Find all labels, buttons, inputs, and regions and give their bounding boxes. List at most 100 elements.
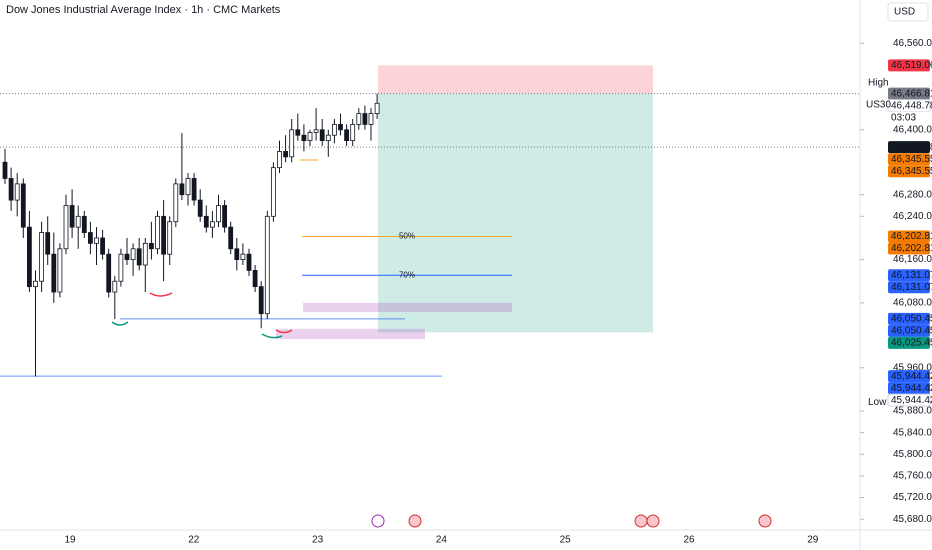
candle-body — [148, 242, 154, 250]
currency-button[interactable] — [887, 2, 929, 22]
price-tag-label: 46,448.78 — [891, 100, 932, 111]
price-tag — [888, 153, 930, 166]
candle-body — [331, 123, 337, 136]
candle-body — [57, 248, 63, 293]
candle-body — [301, 134, 307, 142]
candle-body — [203, 215, 209, 228]
event-icon[interactable] — [646, 514, 660, 528]
candle-body — [264, 215, 270, 315]
price-tag-label: 46,131.07 — [891, 282, 932, 293]
candle-body — [283, 151, 289, 158]
price-tag — [888, 230, 930, 243]
candle-body — [325, 134, 331, 142]
candle-body — [368, 113, 374, 125]
candle-body — [240, 253, 246, 260]
candle-body — [216, 205, 221, 223]
y-tick-label: 46,560.00 — [893, 38, 932, 49]
high-label: High — [868, 77, 889, 88]
fib-label: 50% — [399, 232, 415, 241]
candle-body — [167, 221, 173, 255]
y-tick-label: 45,840.00 — [893, 427, 932, 438]
price-tag-label: 46,519.06 — [891, 60, 932, 71]
price-tag — [888, 324, 930, 337]
x-tick-label: 29 — [807, 535, 819, 546]
candle-body — [33, 280, 38, 288]
candle-body — [228, 226, 234, 250]
candle-body — [289, 129, 295, 158]
event-icons — [371, 514, 772, 528]
chart-title: Dow Jones Industrial Average Index · 1h … — [6, 4, 281, 16]
candle-body — [100, 237, 105, 255]
price-tag-label: 46,202.81 — [891, 231, 932, 242]
candle-body — [26, 226, 32, 288]
y-tick-label: 45,720.00 — [893, 492, 932, 503]
price-tag-label: 46,466.81 — [891, 88, 932, 99]
price-tag — [888, 141, 930, 154]
candle-body — [142, 242, 148, 266]
candle-body — [81, 215, 87, 233]
price-tag-label: 46,202.81 — [891, 243, 932, 254]
candle-body — [51, 253, 57, 293]
y-tick-label: 45,680.00 — [893, 514, 932, 525]
price-tag — [888, 281, 930, 294]
target-zone — [378, 93, 653, 333]
low-label: Low — [868, 397, 887, 408]
candle-body — [136, 248, 142, 266]
y-tick-label: 45,800.00 — [893, 449, 932, 460]
y-tick-label: 45,880.00 — [893, 406, 932, 417]
candle-body — [155, 215, 160, 250]
price-tag-label: 46,050.45 — [891, 313, 932, 324]
candle-body — [39, 232, 44, 282]
price-tag — [888, 269, 930, 282]
price-tag-label: 46,131.07 — [891, 270, 932, 281]
x-tick-label: 24 — [436, 535, 448, 546]
price-tag — [888, 59, 930, 72]
currency: USD — [894, 7, 915, 18]
swing-marker — [149, 292, 173, 297]
candle-body — [252, 270, 258, 288]
price-tag-label: 46,345.55 — [891, 154, 932, 165]
candle-body — [179, 183, 185, 196]
price-tag — [888, 312, 930, 325]
price-tag-label: 46,050.45 — [891, 325, 932, 336]
candles — [2, 93, 380, 377]
event-icon[interactable] — [758, 514, 772, 528]
candle-body — [350, 123, 356, 142]
event-icon[interactable] — [634, 514, 648, 528]
y-tick-label: 46,080.00 — [893, 297, 932, 308]
price-tag-label: 45,944.42 — [891, 383, 932, 394]
demand-zone — [303, 302, 512, 313]
price-tag — [888, 382, 930, 395]
price-tag — [888, 165, 930, 178]
candle-body — [362, 113, 368, 125]
candle-body — [246, 253, 252, 271]
overlays: 50% 70% — [0, 65, 860, 377]
y-tick-label: 45,760.00 — [893, 471, 932, 482]
x-tick-label: 22 — [188, 535, 200, 546]
price-tag-label: 46,367.98 — [891, 142, 932, 153]
event-icon[interactable] — [408, 514, 422, 528]
y-tick-label: 46,400.00 — [893, 124, 932, 135]
candle-body — [258, 286, 264, 315]
candle-body — [2, 161, 8, 179]
candle-body — [161, 215, 167, 255]
candle-body — [106, 253, 112, 293]
candle-body — [319, 129, 325, 142]
y-tick-label: 46,160.00 — [893, 254, 932, 265]
y-tick-label: 45,960.00 — [893, 362, 932, 373]
x-tick-label: 26 — [683, 535, 695, 546]
countdown-tag — [888, 111, 930, 123]
candle-body — [45, 232, 51, 255]
price-tag — [888, 370, 930, 383]
candle-body — [197, 199, 203, 217]
demand-zone — [276, 328, 425, 340]
candle-body — [356, 113, 362, 125]
candle-body — [191, 178, 197, 201]
x-tick-label: 19 — [64, 535, 76, 546]
price-tag-label: 45,944.42 — [891, 371, 932, 382]
price-tag — [887, 393, 931, 407]
candle-body — [63, 205, 69, 250]
candle-body — [344, 129, 350, 142]
candle-body — [75, 215, 81, 228]
event-icon[interactable] — [371, 514, 385, 528]
